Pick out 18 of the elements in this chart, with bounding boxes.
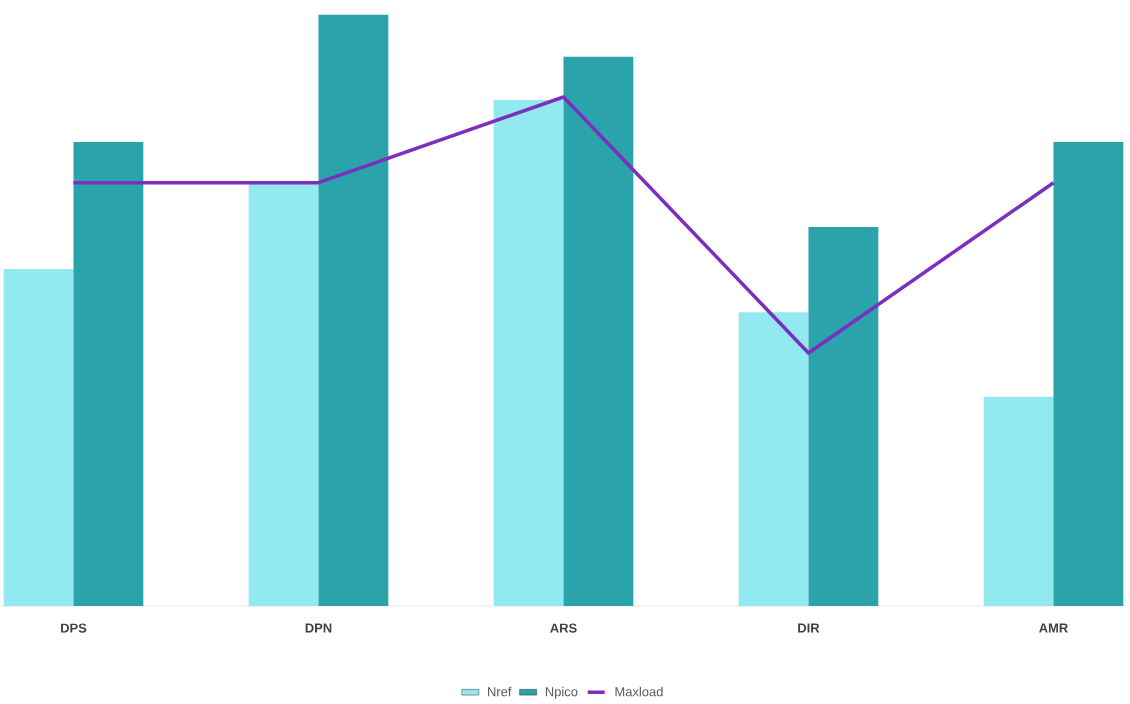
x-tick-label: DIR: [798, 623, 820, 633]
bar: [1053, 141, 1124, 606]
bar: [808, 227, 879, 606]
bar: [318, 14, 389, 606]
x-tick-label: AMR: [1039, 623, 1068, 633]
bar: [983, 396, 1054, 606]
bar: [73, 141, 144, 606]
legend-label: Maxload: [615, 686, 663, 697]
bar: [493, 99, 564, 606]
legend-label: Nref: [488, 686, 512, 697]
x-tick-label: DPS: [61, 623, 87, 633]
bar: [3, 269, 74, 606]
bar: [738, 312, 809, 606]
bar: [563, 56, 634, 606]
x-tick-label: ARS: [550, 623, 577, 633]
bar: [248, 182, 319, 606]
legend-label: Npico: [545, 686, 578, 699]
x-tick-label: DPN: [305, 623, 332, 633]
